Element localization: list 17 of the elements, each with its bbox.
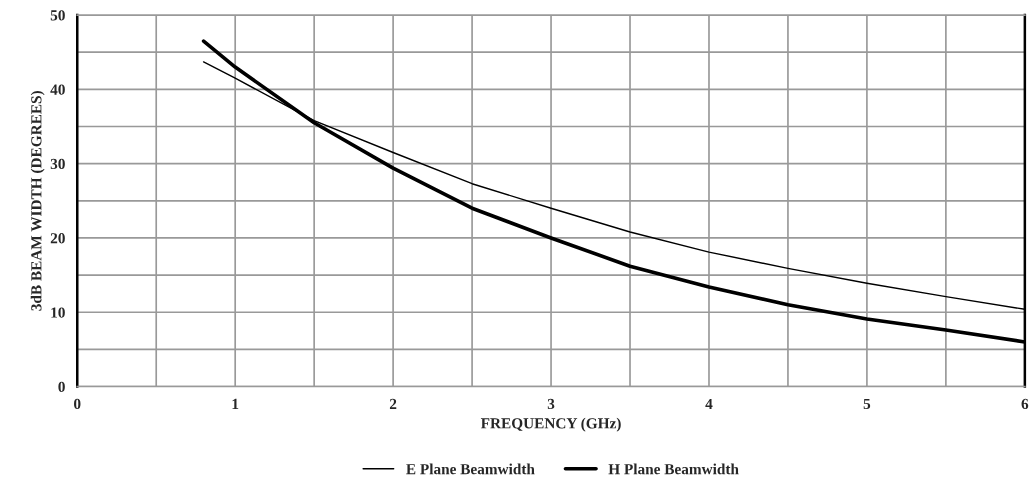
x-axis-title: FREQUENCY (GHz) [480,417,621,432]
y-tick-label: 20 [50,233,65,244]
x-tick-label: 0 [74,398,81,410]
x-tick-label: 5 [863,398,871,410]
x-tick-label: 3 [547,398,555,410]
y-tick-label: 30 [50,158,65,170]
y-tick-label: 10 [51,307,65,318]
x-tick-label: 2 [389,398,397,409]
x-tick-label: 1 [232,398,239,409]
y-tick-label: 40 [50,84,65,95]
y-tick-label: 0 [58,381,65,392]
x-tick-label: 6 [1021,398,1029,410]
y-axis-title: 3dB BEAM WIDTH (DEGREES) [30,91,45,311]
x-tick-label: 4 [705,398,713,409]
y-tick-label: 50 [50,10,65,21]
legend-label: E Plane Beamwidth [406,463,535,475]
legend-label: H Plane Beamwidth [608,463,739,475]
